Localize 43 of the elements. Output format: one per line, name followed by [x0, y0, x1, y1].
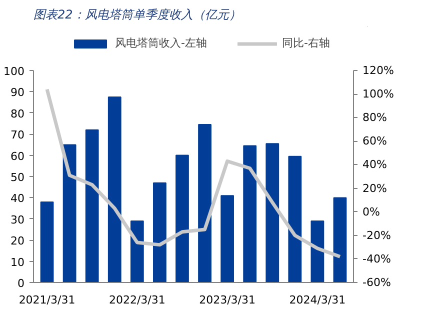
y2-tick-label: -60%	[362, 276, 391, 289]
bar	[176, 154, 189, 282]
y-tick-label: 20	[10, 234, 25, 248]
y-tick-label: 100	[4, 65, 25, 78]
y-tick-label: 60	[10, 150, 25, 163]
y2-tick-label: 20%	[362, 182, 387, 195]
x-tick-label: 2021/3/31	[18, 294, 76, 306]
y2-tick-label: 120%	[362, 64, 394, 77]
bar	[40, 201, 54, 282]
bar	[153, 182, 166, 282]
chart-title: 图表22：风电塔筒单季度收入（亿元）	[34, 8, 241, 22]
legend-label: 同比-右轴	[282, 36, 330, 50]
y-tick-label: 90	[10, 86, 25, 100]
bar	[198, 124, 212, 282]
bar	[243, 145, 257, 282]
x-tick-label: 2022/3/31	[108, 294, 166, 306]
y2-tick-label: 0%	[362, 205, 380, 218]
y-tick-label: 80	[10, 107, 25, 120]
bar	[108, 96, 122, 282]
y-tick-label: 70	[10, 128, 25, 142]
y2-tick-label: -40%	[362, 252, 391, 266]
bar	[130, 220, 144, 282]
bar	[85, 129, 99, 282]
y-tick-label: 0	[18, 277, 24, 290]
bar	[288, 156, 302, 282]
bar	[266, 143, 280, 282]
legend-label: 风电塔筒收入-左轴	[115, 36, 207, 50]
line-series	[45, 88, 342, 258]
y2-tick-label: 40%	[362, 158, 387, 172]
y2-tick-label: 100%	[362, 88, 394, 101]
bar	[310, 220, 324, 282]
y-tick-label: 10	[10, 256, 25, 269]
x-tick-label: 2024/3/31	[289, 294, 346, 306]
bar	[333, 197, 347, 282]
y2-tick-label: 60%	[362, 134, 387, 148]
y-tick-label: 30	[10, 213, 25, 226]
bar	[62, 144, 76, 282]
y-tick-label: 50	[10, 171, 25, 184]
x-tick-label: 2023/3/31	[199, 294, 256, 306]
y2-tick-label: 80%	[362, 111, 387, 124]
y2-tick-label: -20%	[362, 228, 391, 242]
y-tick-label: 40	[10, 192, 25, 206]
bar	[220, 195, 234, 282]
